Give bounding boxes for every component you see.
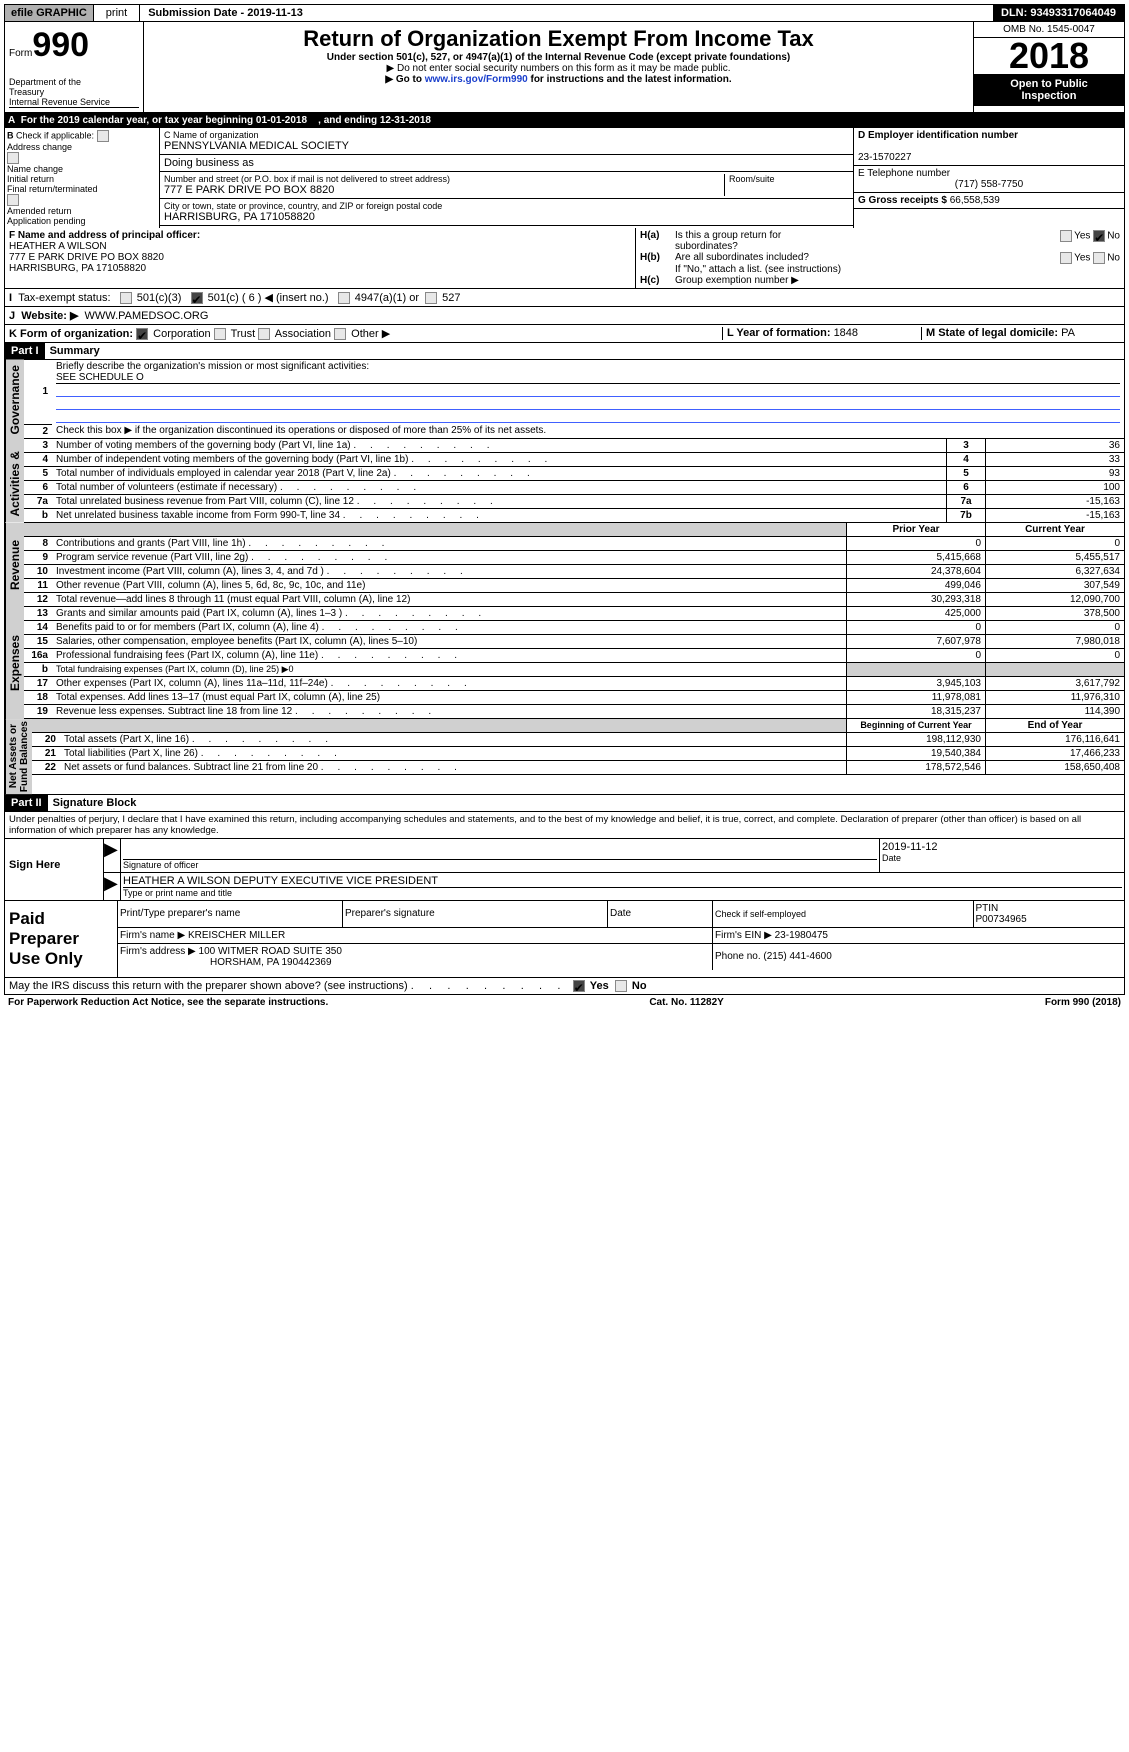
side-governance: Activities & Governance xyxy=(5,360,24,523)
form-label: Form xyxy=(9,48,32,59)
side-revenue: Revenue xyxy=(5,523,24,607)
header-mid: Return of Organization Exempt From Incom… xyxy=(144,22,973,112)
goto-link: ▶ Go to www.irs.gov/Form990 for instruct… xyxy=(148,74,969,85)
checkbox-icon[interactable] xyxy=(97,130,109,142)
checkbox-checked-icon[interactable] xyxy=(573,980,585,992)
ssn-note: ▶ Do not enter social security numbers o… xyxy=(148,63,969,74)
checkbox-icon[interactable] xyxy=(214,328,226,340)
i-status: I Tax-exempt status: 501(c)(3) 501(c) ( … xyxy=(4,289,1125,307)
h-section: H(a)Is this a group return forsubordinat… xyxy=(635,228,1124,288)
form-title: Return of Organization Exempt From Incom… xyxy=(148,26,969,52)
net-assets-section: Net Assets or Fund Balances Beginning of… xyxy=(4,719,1125,795)
sig-date: 2019-11-12 xyxy=(882,841,1122,853)
phone: (717) 558-7750 xyxy=(858,179,1120,190)
amended: Amended return xyxy=(7,206,72,216)
governance-section: Activities & Governance 1Briefly describ… xyxy=(4,360,1125,523)
footer: For Paperwork Reduction Act Notice, see … xyxy=(4,995,1125,1010)
perjury-text: Under penalties of perjury, I declare th… xyxy=(4,812,1125,839)
discuss-row: May the IRS discuss this return with the… xyxy=(4,978,1125,995)
k-l-m: K Form of organization: Corporation Trus… xyxy=(4,325,1125,343)
print-button[interactable]: print xyxy=(94,5,140,21)
form-number: 990 xyxy=(32,26,89,64)
phone-box: E Telephone number (717) 558-7750 xyxy=(854,166,1124,193)
f-officer: F Name and address of principal officer:… xyxy=(5,228,635,288)
org-name: PENNSYLVANIA MEDICAL SOCIETY xyxy=(164,140,849,152)
header-right: OMB No. 1545-0047 2018 Open to PublicIns… xyxy=(973,22,1124,112)
city-state: HARRISBURG, PA 171058820 xyxy=(164,211,849,223)
room-suite: Room/suite xyxy=(724,174,849,196)
top-bar: efile GRAPHIC print Submission Date - 20… xyxy=(4,4,1125,22)
paid-preparer-section: Paid Preparer Use Only Print/Type prepar… xyxy=(4,901,1125,978)
checkbox-icon[interactable] xyxy=(1060,230,1072,242)
checkbox-icon[interactable] xyxy=(615,980,627,992)
dln: DLN: 93493317064049 xyxy=(993,5,1124,21)
org-name-box: C Name of organization PENNSYLVANIA MEDI… xyxy=(160,128,853,155)
main-info: B Check if applicable: Address change Na… xyxy=(4,128,1125,228)
col-d: D Employer identification number 23-1570… xyxy=(853,128,1124,228)
side-expenses: Expenses xyxy=(5,607,24,719)
pra-notice: For Paperwork Reduction Act Notice, see … xyxy=(8,997,328,1008)
expenses-section: Expenses 13Grants and similar amounts pa… xyxy=(4,607,1125,719)
open-public: Open to PublicInspection xyxy=(974,74,1124,106)
part-i-header: Part I Summary xyxy=(4,343,1125,360)
mission-text: SEE SCHEDULE O xyxy=(56,372,144,383)
officer-name: HEATHER A WILSON DEPUTY EXECUTIVE VICE P… xyxy=(123,875,1122,888)
checkbox-icon[interactable] xyxy=(338,292,350,304)
tax-year: 2018 xyxy=(974,38,1124,74)
addr-change: Address change xyxy=(7,142,72,152)
j-website: J Website: ▶ WWW.PAMEDSOC.ORG xyxy=(4,307,1125,325)
col-c: C Name of organization PENNSYLVANIA MEDI… xyxy=(160,128,853,228)
paid-preparer: Paid Preparer Use Only xyxy=(5,901,118,977)
irs-link[interactable]: www.irs.gov/Form990 xyxy=(425,74,528,85)
revenue-section: Revenue Prior YearCurrent Year 8Contribu… xyxy=(4,523,1125,607)
dba-box: Doing business as xyxy=(160,155,853,172)
checkbox-icon[interactable] xyxy=(334,328,346,340)
checkbox-icon[interactable] xyxy=(7,194,19,206)
final-return: Final return/terminated xyxy=(7,184,98,194)
initial-return: Initial return xyxy=(7,174,54,184)
gross-receipts: G Gross receipts $ 66,558,539 xyxy=(854,193,1124,209)
side-net: Net Assets or Fund Balances xyxy=(5,719,32,794)
checkbox-icon[interactable] xyxy=(1093,252,1105,264)
checkbox-icon[interactable] xyxy=(425,292,437,304)
checkbox-checked-icon[interactable] xyxy=(1093,230,1105,242)
form-header: Form990 Department of the Treasury Inter… xyxy=(4,22,1125,113)
city-box: City or town, state or province, country… xyxy=(160,199,853,226)
checkbox-icon[interactable] xyxy=(258,328,270,340)
form-ref: Form 990 (2018) xyxy=(1045,997,1121,1008)
sign-here: Sign Here xyxy=(5,839,104,900)
checkbox-icon[interactable] xyxy=(1060,252,1072,264)
checkbox-icon[interactable] xyxy=(7,152,19,164)
checkbox-icon[interactable] xyxy=(120,292,132,304)
sign-here-section: Sign Here ▶ Signature of officer 2019-11… xyxy=(4,839,1125,901)
subtitle: Under section 501(c), 527, or 4947(a)(1)… xyxy=(148,52,969,63)
ein-box: D Employer identification number 23-1570… xyxy=(854,128,1124,166)
row-a: A For the 2019 calendar year, or tax yea… xyxy=(4,113,1125,128)
dept-treasury: Department of the Treasury Internal Reve… xyxy=(9,77,139,108)
checkbox-checked-icon[interactable] xyxy=(191,292,203,304)
addr-box: Number and street (or P.O. box if mail i… xyxy=(160,172,853,199)
cat-no: Cat. No. 11282Y xyxy=(649,997,723,1008)
app-pending: Application pending xyxy=(7,216,86,226)
checkbox-checked-icon[interactable] xyxy=(136,328,148,340)
submission-date: Submission Date - 2019-11-13 xyxy=(140,5,993,21)
name-change: Name change xyxy=(7,164,63,174)
part-ii-header: Part II Signature Block xyxy=(4,795,1125,812)
header-left: Form990 Department of the Treasury Inter… xyxy=(5,22,144,112)
col-b: B Check if applicable: Address change Na… xyxy=(5,128,160,228)
efile-label: efile GRAPHIC xyxy=(5,5,94,21)
street-addr: 777 E PARK DRIVE PO BOX 8820 xyxy=(164,184,724,196)
ein: 23-1570227 xyxy=(858,152,911,163)
